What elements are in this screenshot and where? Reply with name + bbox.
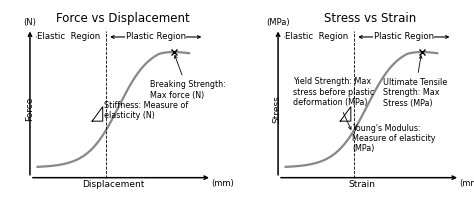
Text: Stiffness: Measure of
elasticity (N): Stiffness: Measure of elasticity (N) [104,100,189,120]
Text: (N): (N) [24,18,36,27]
Text: Elastic  Region: Elastic Region [37,32,100,41]
Text: Ultimate Tensile
Strength: Max
Stress (MPa): Ultimate Tensile Strength: Max Stress (M… [383,56,447,108]
Text: Force: Force [25,97,34,121]
Text: Breaking Strength:
Max force (N): Breaking Strength: Max force (N) [150,56,226,100]
Title: Stress vs Strain: Stress vs Strain [324,12,417,25]
Text: Stress: Stress [273,95,282,123]
Text: Plastic Region: Plastic Region [126,32,186,41]
Text: Yield Strength: Max
stress before plastic
deformation (MPa): Yield Strength: Max stress before plasti… [293,77,374,129]
Text: (mm/mm): (mm/mm) [459,180,474,188]
Text: Displacement: Displacement [82,180,145,189]
Text: (mm): (mm) [211,180,234,188]
Text: (MPa): (MPa) [266,18,290,27]
Text: Plastic Region: Plastic Region [374,32,434,41]
Text: Young's Modulus:
Measure of elasticity
(MPa): Young's Modulus: Measure of elasticity (… [352,124,436,153]
Text: Elastic  Region: Elastic Region [285,32,348,41]
Title: Force vs Displacement: Force vs Displacement [55,12,189,25]
Text: Strain: Strain [348,180,375,189]
